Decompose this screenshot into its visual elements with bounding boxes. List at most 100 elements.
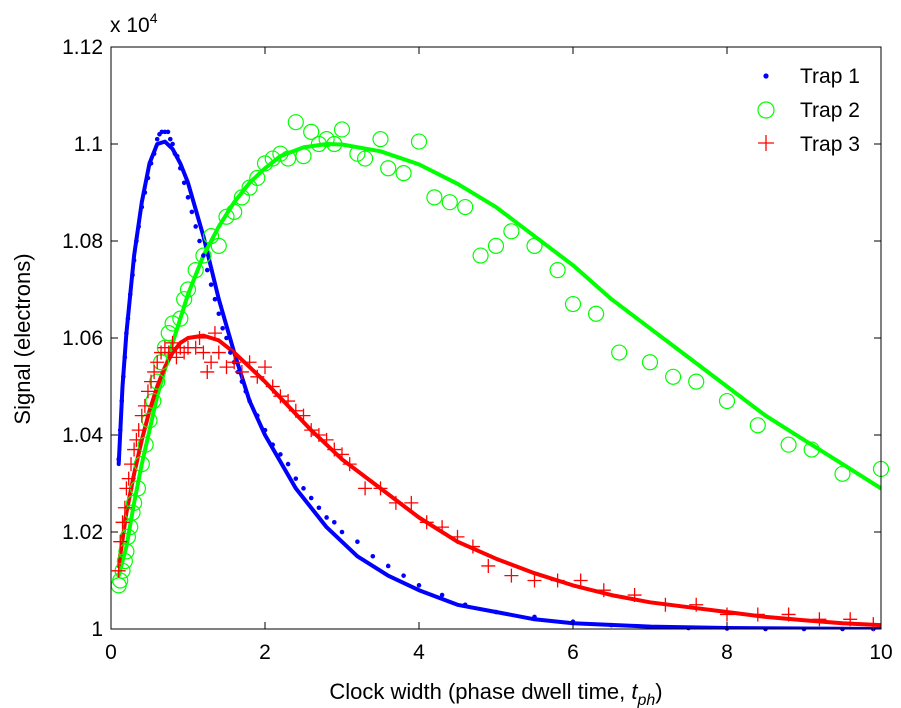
point-trap3 <box>358 481 373 496</box>
x-axis-label-symbol: t <box>631 679 638 704</box>
point-trap1 <box>185 195 191 200</box>
point-trap1 <box>355 539 360 544</box>
point-trap3 <box>288 403 303 418</box>
point-trap1 <box>220 326 225 331</box>
point-trap1 <box>532 614 537 620</box>
point-trap2 <box>395 165 412 182</box>
point-trap3 <box>281 394 296 409</box>
point-trap2 <box>287 114 304 131</box>
point-trap3 <box>119 481 134 496</box>
point-trap2 <box>160 325 177 342</box>
point-trap1 <box>439 592 445 598</box>
point-trap1 <box>121 374 126 380</box>
point-trap3 <box>304 423 319 438</box>
point-trap2 <box>688 373 705 390</box>
point-trap3 <box>781 607 796 622</box>
point-trap3 <box>115 515 130 530</box>
point-trap1 <box>385 563 391 569</box>
point-trap1 <box>243 389 249 394</box>
point-trap3 <box>319 432 334 447</box>
point-trap2 <box>426 189 443 206</box>
point-trap1 <box>224 335 229 341</box>
point-trap1 <box>189 209 195 215</box>
x-tick-label: 2 <box>259 641 271 664</box>
point-trap1 <box>193 224 198 229</box>
point-trap1 <box>216 311 222 317</box>
point-trap3 <box>147 364 162 379</box>
point-trap3 <box>750 607 765 622</box>
point-trap2 <box>116 552 133 570</box>
y-axis-multiplier: x 104 <box>110 10 158 37</box>
legend-item-trap2: Trap 2 <box>757 99 860 122</box>
point-trap3 <box>111 563 126 578</box>
point-trap1 <box>204 267 210 273</box>
x-axis-label: Clock width (phase dwell time, tph) <box>329 679 662 708</box>
point-trap3 <box>137 398 152 413</box>
point-trap1 <box>270 442 276 448</box>
point-trap2 <box>641 354 659 371</box>
point-trap1 <box>154 136 160 142</box>
point-trap3 <box>627 588 642 603</box>
point-trap3 <box>211 345 226 360</box>
point-trap3 <box>550 573 565 588</box>
point-trap1 <box>308 495 314 501</box>
point-trap2 <box>256 155 274 172</box>
point-trap1 <box>131 258 137 263</box>
point-trap3 <box>192 331 207 345</box>
point-trap2 <box>503 223 520 240</box>
point-trap2 <box>564 295 582 313</box>
point-trap1 <box>117 427 123 433</box>
point-trap1 <box>170 141 175 147</box>
point-trap3 <box>435 520 450 535</box>
point-trap2 <box>164 315 181 332</box>
point-trap3 <box>219 360 234 375</box>
y-tick-label: 1 <box>91 618 103 641</box>
x-tick-label: 0 <box>105 641 117 664</box>
point-trap3 <box>161 345 176 360</box>
y-tick-label: 1.08 <box>62 230 103 253</box>
point-trap1 <box>165 129 171 135</box>
legend-label-trap2: Trap 2 <box>800 99 860 122</box>
x-axis-label-close: ) <box>655 679 662 704</box>
point-trap1 <box>167 136 173 142</box>
point-trap3 <box>129 432 144 447</box>
point-trap3 <box>196 345 211 360</box>
legend-item-trap3: Trap 3 <box>758 133 860 156</box>
point-trap1 <box>462 602 468 608</box>
point-trap1 <box>151 151 157 156</box>
point-trap3 <box>113 534 128 549</box>
point-trap2 <box>172 310 189 327</box>
point-trap3 <box>265 379 280 394</box>
point-trap3 <box>258 360 272 375</box>
point-trap1 <box>570 619 576 625</box>
point-trap1 <box>239 379 245 384</box>
point-trap1 <box>197 238 202 244</box>
point-trap2 <box>526 237 543 254</box>
point-trap2 <box>179 281 197 298</box>
point-trap1 <box>401 573 406 578</box>
point-trap1 <box>316 505 322 511</box>
point-trap3 <box>335 447 349 462</box>
point-trap2 <box>326 135 343 153</box>
point-trap3 <box>465 539 480 554</box>
point-trap1 <box>324 515 329 520</box>
legend: Trap 1 Trap 2 Trap 3 <box>757 65 860 156</box>
point-trap2 <box>472 247 489 264</box>
point-trap3 <box>165 335 180 350</box>
point-trap3 <box>273 389 288 404</box>
point-trap3 <box>234 364 249 379</box>
point-trap3 <box>121 471 136 486</box>
point-trap3 <box>596 583 611 598</box>
point-trap3 <box>150 355 165 370</box>
point-trap1 <box>301 486 306 491</box>
point-trap1 <box>228 350 233 355</box>
point-trap1 <box>416 583 422 588</box>
x-tick-label: 10 <box>869 641 892 664</box>
y-tick-label: 1.12 <box>62 36 103 59</box>
legend-marker-trap2 <box>757 101 775 119</box>
point-trap1 <box>247 398 252 404</box>
point-trap2 <box>611 344 628 361</box>
point-trap1 <box>125 316 131 321</box>
point-trap2 <box>357 150 374 167</box>
point-trap2 <box>549 262 566 279</box>
